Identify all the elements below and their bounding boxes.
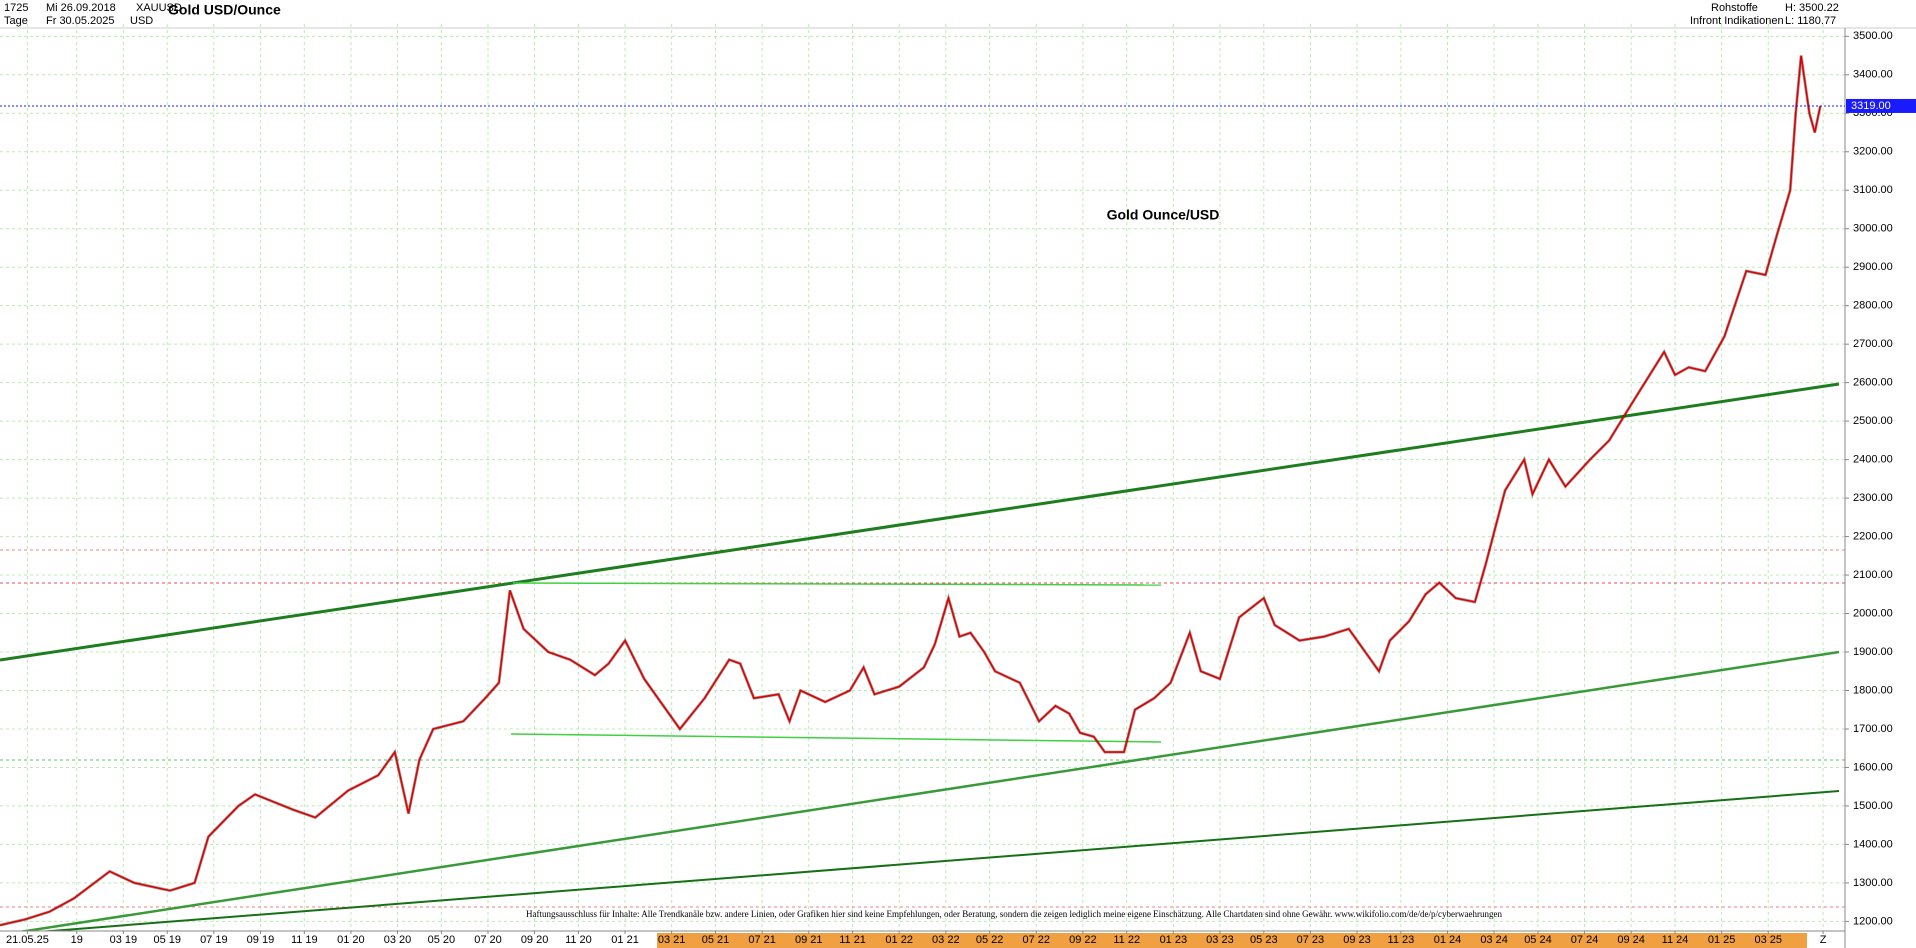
last-price-box — [1846, 98, 1916, 113]
trend-line — [38, 790, 1840, 931]
x-tick-label: 11 19 — [291, 934, 318, 946]
x-tick-label: 03 23 — [1206, 934, 1234, 946]
header-title: Gold USD/Ounce — [168, 2, 281, 18]
x-tick-label: 03 25 — [1754, 934, 1782, 946]
y-tick-label: 2100.00 — [1853, 569, 1893, 581]
y-tick-label: 1900.00 — [1853, 646, 1893, 658]
header-source: Infront Indikationen — [1690, 15, 1784, 27]
header-end-date: Fr 30.05.2025 — [46, 15, 115, 27]
x-tick-label: 03 24 — [1480, 934, 1508, 946]
y-tick-label: 1800.00 — [1853, 684, 1893, 696]
price-line — [0, 55, 1822, 926]
header-symbol: XAUUSD — [136, 2, 182, 14]
x-tick-label: 03 21 — [658, 934, 686, 946]
y-tick-label: 3500.00 — [1853, 30, 1893, 42]
x-tick-label: 03 22 — [932, 934, 960, 946]
x-tick-label: 07 22 — [1023, 934, 1051, 946]
series — [0, 55, 1822, 927]
last-price-label: 3319.00 — [1851, 100, 1891, 112]
x-tick-label: 07 23 — [1297, 934, 1325, 946]
x-tick-label: 07 19 — [200, 934, 228, 946]
trend-lines — [0, 382, 1845, 931]
y-tick-label: 2700.00 — [1853, 338, 1893, 350]
y-tick-label: 1300.00 — [1853, 877, 1893, 889]
x-tick-label: 21.05.25 — [6, 934, 49, 946]
y-tick-label: 2900.00 — [1853, 261, 1893, 273]
x-tick-label: 01 23 — [1160, 934, 1188, 946]
period-highlight — [657, 933, 1807, 948]
header-start-date: Mi 26.09.2018 — [46, 2, 116, 14]
x-tick-label: 05 19 — [153, 934, 181, 946]
x-tick-label: 11 22 — [1113, 934, 1140, 946]
range-line — [510, 733, 1162, 743]
y-tick-label: 3400.00 — [1853, 69, 1893, 81]
y-tick-label: 1600.00 — [1853, 761, 1893, 773]
y-tick-label: 2200.00 — [1853, 530, 1893, 542]
x-tick-label: 09 24 — [1617, 934, 1645, 946]
axes: 1200.00 1300.00 1400.00 1500.00 1600.00 1700.… — [0, 30, 1916, 946]
y-tick-label: 2300.00 — [1853, 492, 1893, 504]
grid — [0, 24, 1845, 931]
trend-line — [0, 382, 1840, 662]
x-tick-label: 11 24 — [1662, 934, 1689, 946]
header-period: Tage — [4, 15, 28, 27]
x-tick-label: 07 24 — [1571, 934, 1599, 946]
y-tick-label: 2800.00 — [1853, 300, 1893, 312]
y-tick-label: 3100.00 — [1853, 184, 1893, 196]
x-tick-label: 07 21 — [748, 934, 776, 946]
x-tick-label: 05 22 — [976, 934, 1004, 946]
x-tick-label: 01 24 — [1434, 934, 1462, 946]
x-tick-label: 07 20 — [474, 934, 502, 946]
y-tick-label: 1500.00 — [1853, 800, 1893, 812]
x-tick-label: 03 19 — [110, 934, 138, 946]
x-tick-label: 19 — [71, 934, 83, 946]
x-tick-label: 11 23 — [1388, 934, 1415, 946]
x-tick-label: 09 19 — [247, 934, 275, 946]
x-tick-label: 01 22 — [885, 934, 913, 946]
header-id: 1725 — [4, 2, 28, 14]
y-tick-label: 2000.00 — [1853, 607, 1893, 619]
annotation: Gold Ounce/USD — [1107, 207, 1220, 223]
x-tick-label: 01 25 — [1708, 934, 1736, 946]
x-tick-label: 03 20 — [384, 934, 412, 946]
x-tick-label: Z — [1820, 934, 1827, 946]
x-tick-label: 05 20 — [428, 934, 456, 946]
header-currency: USD — [130, 15, 153, 27]
header-low: L: 1180.77 — [1785, 15, 1836, 27]
x-tick-label: 09 22 — [1069, 934, 1097, 946]
x-tick-label: 09 20 — [521, 934, 549, 946]
range-line — [512, 582, 1162, 586]
y-tick-label: 3000.00 — [1853, 223, 1893, 235]
y-tick-label: 1200.00 — [1853, 915, 1893, 927]
y-tick-label: 2600.00 — [1853, 377, 1893, 389]
y-tick-label: 3200.00 — [1853, 146, 1893, 158]
x-tick-label: 05 24 — [1524, 934, 1552, 946]
y-tick-label: 1700.00 — [1853, 723, 1893, 735]
header-group: Rohstoffe — [1711, 2, 1758, 14]
y-tick-label: 2400.00 — [1853, 454, 1893, 466]
y-tick-label: 1400.00 — [1853, 838, 1893, 850]
x-tick-label: 09 23 — [1343, 934, 1371, 946]
x-tick-label: 01 21 — [611, 934, 639, 946]
trend-line — [17, 650, 1840, 931]
x-tick-label: 11 20 — [565, 934, 592, 946]
x-tick-label: 01 20 — [337, 934, 365, 946]
y-tick-label: 2500.00 — [1853, 415, 1893, 427]
x-tick-label: 11 21 — [839, 934, 866, 946]
x-tick-label: 05 21 — [702, 934, 730, 946]
x-tick-label: 05 23 — [1250, 934, 1278, 946]
disclaimer: Haftungsausschluss für Inhalte: Alle Tre… — [526, 909, 1503, 919]
x-tick-label: 09 21 — [795, 934, 823, 946]
header-high: H: 3500.22 — [1785, 2, 1839, 14]
